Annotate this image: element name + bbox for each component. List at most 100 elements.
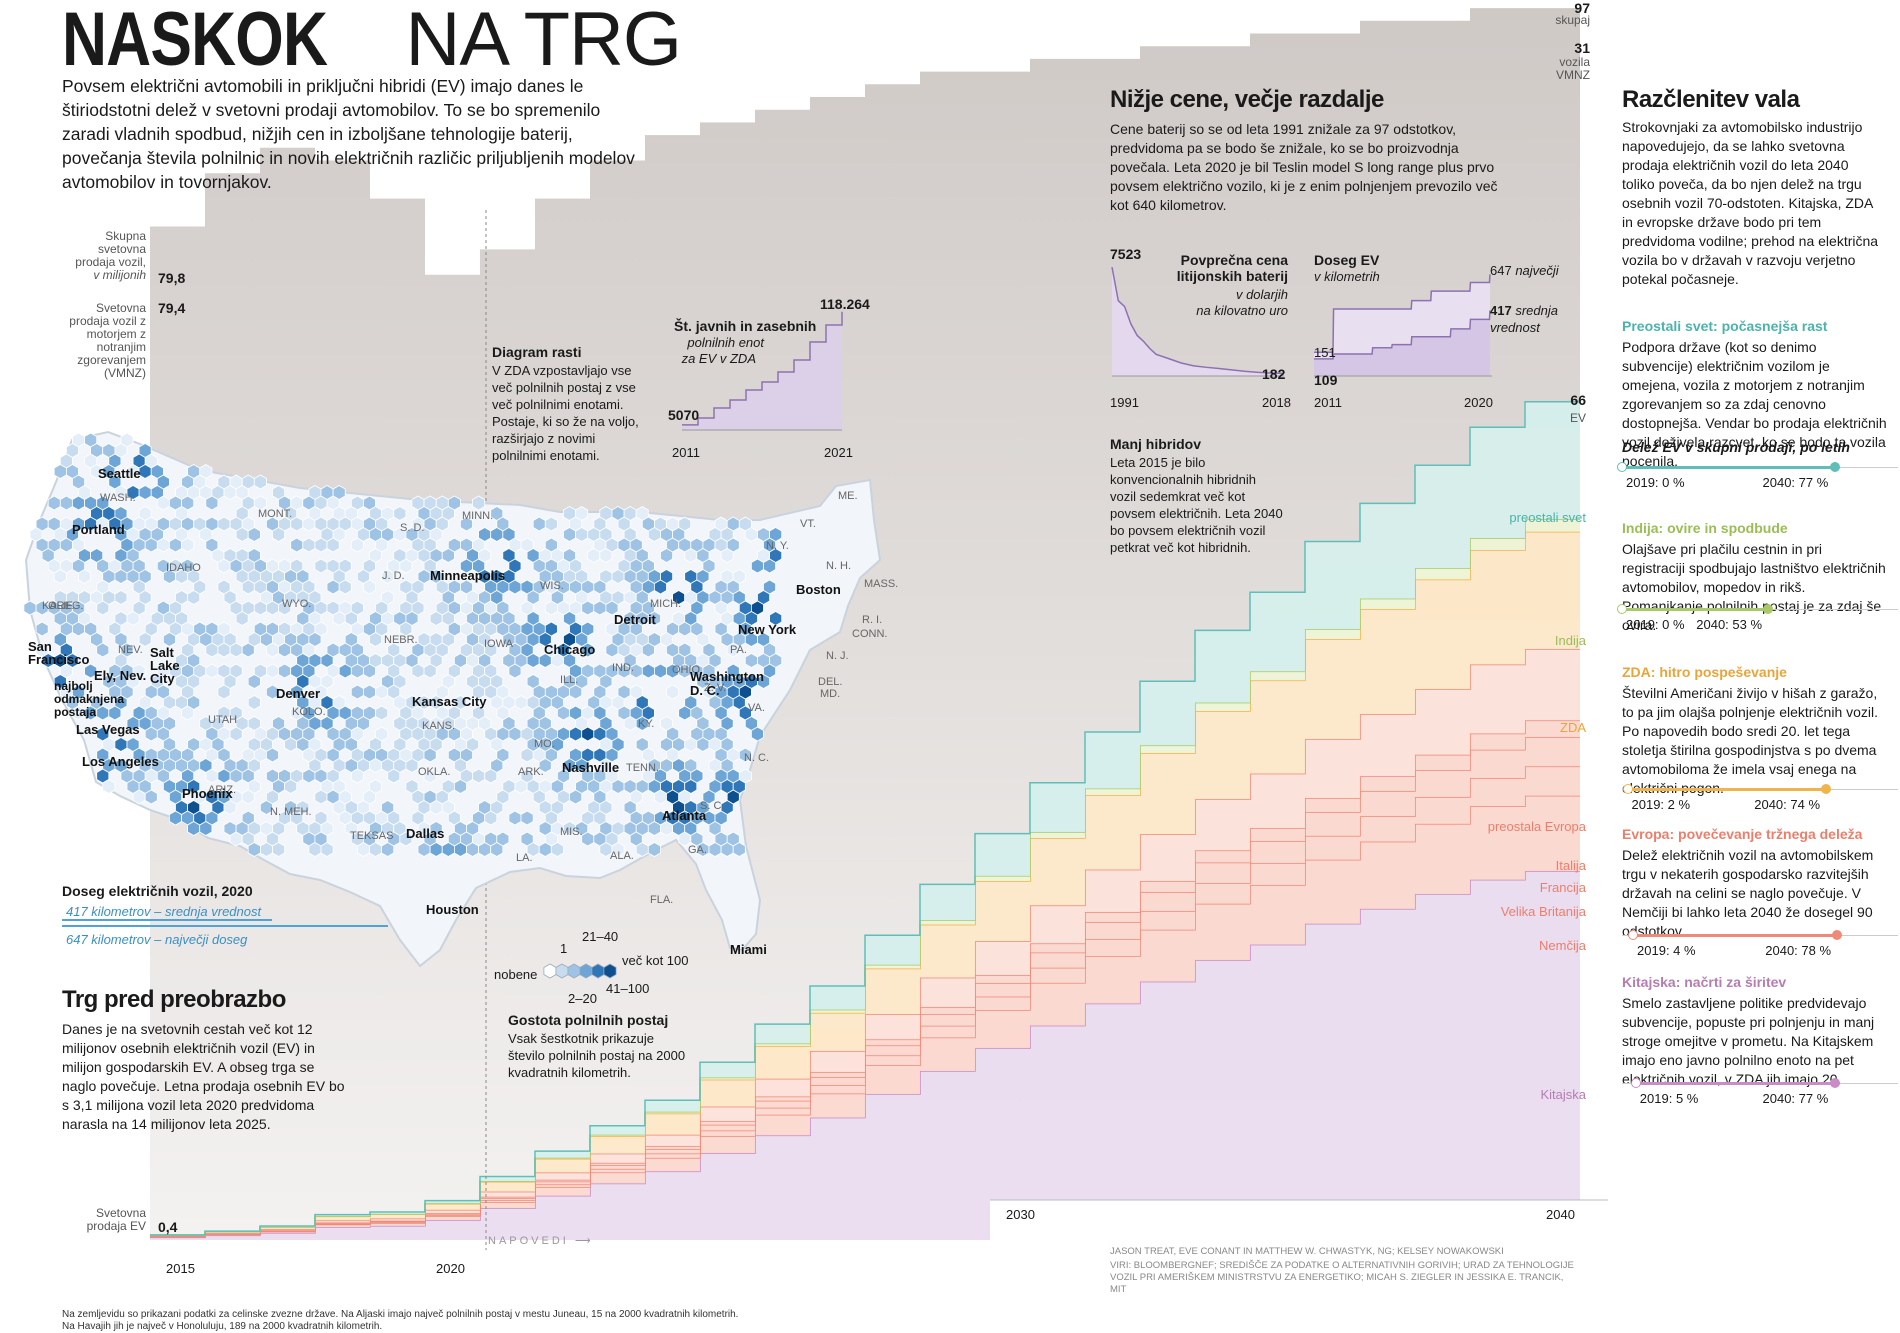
charging-hex bbox=[59, 537, 73, 553]
total-sales-value: 79,8 bbox=[158, 270, 186, 286]
charging-hex bbox=[641, 663, 655, 679]
range-x-start: 2011 bbox=[1314, 395, 1342, 410]
ev-band-germany bbox=[150, 795, 1580, 1238]
charging-hex bbox=[162, 632, 176, 647]
share-2040: 2040: 78 % bbox=[1765, 943, 1832, 958]
charging-hex bbox=[290, 516, 304, 532]
charging-hex bbox=[217, 558, 231, 574]
city-label: New York bbox=[738, 622, 797, 637]
share-fill bbox=[1635, 1082, 1835, 1085]
charging-hex bbox=[350, 684, 364, 700]
charging-hex bbox=[581, 726, 595, 742]
state-label: S. D. bbox=[400, 522, 425, 534]
ice-sales-label: Svetovna prodaja vozil z motorjem z notr… bbox=[69, 301, 146, 380]
charging-hex bbox=[605, 600, 619, 616]
charging-hex bbox=[611, 842, 625, 857]
hybrids-title: Manj hibridov bbox=[1110, 436, 1201, 452]
state-label: R. I. bbox=[862, 614, 883, 626]
charging-hex bbox=[241, 579, 255, 595]
forecast-label: NAPOVEDI ⟶ bbox=[488, 1235, 591, 1247]
lead-paragraph: Povsem električni avtomobili in priključ… bbox=[62, 76, 635, 192]
charging-hex bbox=[356, 842, 370, 857]
charging-hex bbox=[253, 474, 267, 490]
density-bin-3: 21–40 bbox=[582, 929, 619, 944]
charging-hex bbox=[217, 642, 231, 658]
charging-hex bbox=[769, 611, 783, 626]
legend-hex bbox=[567, 963, 581, 979]
range-line-0 bbox=[1314, 274, 1491, 354]
city-label: Miami bbox=[730, 942, 767, 957]
chargers-title: Št. javnih in zasebnih bbox=[674, 318, 817, 334]
ice-2040-value: 31 bbox=[1574, 40, 1590, 56]
diagram-text: V ZDA vzpostavljajo vse več polnilnih po… bbox=[492, 363, 639, 463]
charging-hex bbox=[484, 768, 498, 784]
ev-band-uk bbox=[150, 766, 1580, 1237]
share-2040: 2040: 74 % bbox=[1754, 797, 1821, 812]
charging-hex bbox=[138, 632, 152, 647]
charging-hex bbox=[708, 842, 722, 857]
state-label: TEKSAS bbox=[350, 830, 394, 842]
city-label: Dallas bbox=[406, 826, 445, 841]
charging-hex bbox=[472, 495, 486, 511]
charging-hex bbox=[696, 737, 710, 752]
market-text: Danes je na svetovnih cestah več kot 12 … bbox=[62, 1021, 345, 1132]
share-dot-2040 bbox=[1832, 930, 1843, 940]
state-label: S. C. bbox=[700, 800, 725, 812]
charging-hex bbox=[181, 537, 195, 553]
credits: JASON TREAT, EVE CONANT IN MATTHEW W. CH… bbox=[1110, 1246, 1504, 1257]
city-label: Salt Lake City bbox=[150, 645, 180, 686]
charging-hex bbox=[375, 684, 389, 700]
state-label: NEV. bbox=[118, 644, 143, 656]
range-start-avg: 109 bbox=[1314, 372, 1338, 388]
ev-band-china bbox=[150, 871, 1580, 1240]
charging-hex bbox=[138, 485, 152, 500]
range-sub: v kilometrih bbox=[1314, 269, 1380, 284]
density-bin-0: nobene bbox=[494, 967, 538, 982]
battery-chart bbox=[1111, 266, 1284, 377]
charging-hex bbox=[429, 800, 443, 815]
share-dot-2040 bbox=[1829, 1078, 1840, 1088]
page-title: NASKOK NA TRG bbox=[62, 0, 682, 82]
region-label-germany: Nemčija bbox=[1539, 938, 1586, 953]
state-label: WIS. bbox=[540, 580, 564, 592]
state-label: N. MEH. bbox=[270, 806, 312, 818]
charging-hex bbox=[265, 642, 279, 658]
charging-hex bbox=[441, 842, 455, 857]
charging-hex bbox=[332, 611, 346, 626]
region-label-rest-world: preostali svet bbox=[1509, 510, 1586, 525]
market-title: Trg pred preobrazbo bbox=[62, 986, 286, 1013]
charging-hex bbox=[253, 495, 267, 511]
charging-hex bbox=[278, 600, 292, 616]
charging-hex bbox=[229, 726, 243, 742]
charging-hex bbox=[247, 674, 261, 689]
chargers-line bbox=[682, 311, 843, 426]
charging-hex bbox=[223, 485, 237, 500]
charging-hex bbox=[72, 495, 85, 511]
charging-hex bbox=[205, 768, 219, 784]
charging-hex bbox=[581, 831, 595, 847]
state-label: MINN. bbox=[462, 510, 494, 522]
share-dot-2040 bbox=[1829, 462, 1840, 472]
state-label: WASH. bbox=[100, 492, 136, 504]
share-2019: 2019: 0 % bbox=[1626, 617, 1685, 632]
charging-hex bbox=[569, 684, 583, 700]
charging-hex bbox=[59, 495, 73, 511]
charging-hex bbox=[538, 842, 552, 857]
breakdown-item-title: Evropa: povečevanje tržnega deleža bbox=[1622, 826, 1863, 842]
charging-hex bbox=[684, 548, 698, 563]
charging-hex bbox=[647, 611, 661, 626]
state-label: ILL. bbox=[560, 674, 579, 686]
charging-hex bbox=[278, 642, 292, 658]
charging-hex bbox=[320, 842, 334, 857]
charging-hex bbox=[647, 527, 661, 542]
legend-hex bbox=[579, 963, 593, 979]
battery-x-start: 1991 bbox=[1110, 395, 1139, 410]
legend-hex bbox=[591, 963, 605, 979]
range-max: 647 največji bbox=[1490, 263, 1559, 278]
charging-hex bbox=[399, 558, 413, 574]
axis-2020: 2020 bbox=[436, 1261, 465, 1276]
charging-hex bbox=[326, 537, 340, 553]
city-label: Minneapolis bbox=[430, 568, 506, 583]
charging-hex bbox=[84, 663, 98, 679]
charging-hex bbox=[744, 653, 758, 668]
